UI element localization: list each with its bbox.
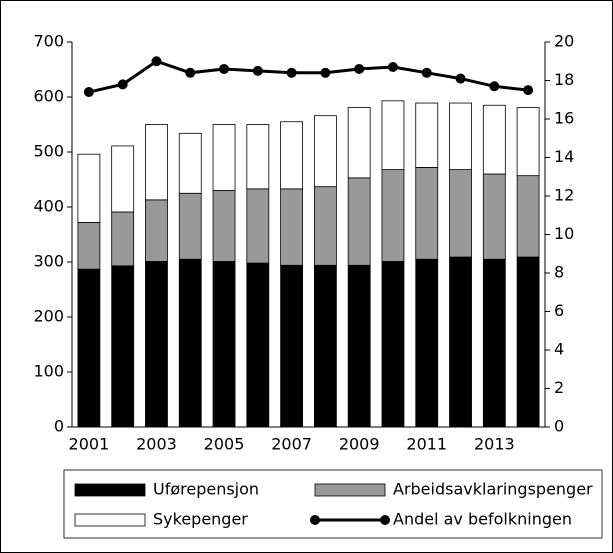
- bar-segment: [212, 190, 236, 262]
- y-tick-label: 200: [33, 307, 64, 326]
- legend-frame: [63, 469, 603, 539]
- y-tick-label: 500: [33, 142, 64, 161]
- y2-tick-label: 20: [554, 32, 574, 51]
- bar-segment: [178, 258, 202, 428]
- y2-tick-label: 16: [554, 109, 574, 128]
- line-point: [286, 67, 297, 78]
- bar-segment: [415, 258, 439, 428]
- bar-segment: [449, 169, 472, 258]
- bar-segment: [111, 211, 135, 267]
- bar-segment: [482, 258, 506, 428]
- bar-segment: [77, 153, 101, 223]
- y2-tick-label: 0: [554, 417, 564, 436]
- bar-segment: [482, 104, 506, 175]
- y-tick-label: 600: [33, 87, 64, 106]
- bar-segment: [77, 221, 101, 270]
- line-point: [117, 79, 128, 90]
- line-point: [219, 63, 230, 74]
- bar-segment: [347, 177, 371, 266]
- legend-marker: [380, 515, 390, 525]
- x-tick-label: 2013: [474, 435, 515, 454]
- legend-label: Uførepensjon: [153, 480, 259, 499]
- y2-tick-label: 2: [554, 378, 564, 397]
- line-point: [421, 67, 432, 78]
- bar-segment: [145, 261, 168, 428]
- bar-segment: [280, 264, 304, 428]
- bar-segment: [77, 268, 101, 428]
- legend-swatch: [314, 483, 386, 497]
- bar-segment: [516, 175, 540, 258]
- legend-swatch: [74, 513, 146, 527]
- bar-segment: [313, 264, 337, 428]
- bar-segment: [246, 124, 270, 190]
- bar-segment: [178, 192, 202, 260]
- bar-segment: [313, 186, 337, 266]
- legend-label: Sykepenger: [153, 510, 248, 529]
- legend-swatch: [74, 483, 146, 497]
- bar-segment: [111, 265, 135, 428]
- x-tick-label: 2011: [406, 435, 447, 454]
- y2-tick-label: 8: [554, 263, 564, 282]
- bar-segment: [280, 188, 304, 266]
- bar-segment: [246, 188, 270, 264]
- line: [88, 59, 529, 94]
- y-tick-label: 0: [54, 417, 64, 436]
- y-tick-label: 100: [33, 362, 64, 381]
- line-point: [387, 62, 398, 73]
- line-point: [185, 67, 196, 78]
- bar-segment: [381, 261, 405, 428]
- y-tick-label: 700: [33, 32, 64, 51]
- y2-tick-label: 12: [554, 186, 574, 205]
- legend-label: Arbeidsavklaringspenger: [393, 480, 593, 499]
- bar-segment: [347, 107, 371, 179]
- x-tick-label: 2003: [136, 435, 177, 454]
- bar-segment: [111, 145, 135, 213]
- bar-segment: [381, 169, 405, 262]
- y2-tick-label: 10: [554, 224, 574, 243]
- bar-segment: [212, 124, 236, 191]
- line-point: [320, 67, 331, 78]
- line-point: [151, 56, 162, 67]
- y-tick-label: 400: [33, 197, 64, 216]
- bar-segment: [516, 107, 540, 177]
- line-point: [83, 87, 94, 98]
- x-tick-label: 2007: [271, 435, 312, 454]
- y2-tick-label: 6: [554, 301, 564, 320]
- y2-tick-label: 18: [554, 70, 574, 89]
- bar-segment: [482, 173, 506, 260]
- bar-segment: [145, 199, 168, 262]
- line-point: [252, 65, 263, 76]
- line-point: [354, 63, 365, 74]
- bar-segment: [212, 261, 236, 428]
- y-tick-label: 300: [33, 252, 64, 271]
- bar-segment: [246, 262, 270, 428]
- y2-tick-label: 4: [554, 340, 564, 359]
- legend-label: Andel av befolkningen: [393, 510, 572, 529]
- bar-segment: [381, 100, 405, 170]
- line-point: [489, 81, 500, 92]
- line-point: [523, 85, 534, 96]
- y2-tick-label: 14: [554, 147, 574, 166]
- line-point: [455, 73, 466, 84]
- bar-segment: [516, 256, 540, 428]
- bar-segment: [145, 124, 168, 201]
- bar-segment: [280, 121, 304, 190]
- bar-segment: [178, 132, 202, 194]
- bar-segment: [415, 102, 439, 168]
- bar-segment: [415, 166, 439, 260]
- x-tick-label: 2005: [204, 435, 245, 454]
- bar-segment: [313, 115, 337, 188]
- x-tick-label: 2009: [339, 435, 380, 454]
- bar-segment: [449, 102, 472, 171]
- bar-segment: [449, 256, 472, 428]
- bar-segment: [347, 264, 371, 428]
- x-tick-label: 2001: [69, 435, 110, 454]
- legend-marker: [310, 515, 320, 525]
